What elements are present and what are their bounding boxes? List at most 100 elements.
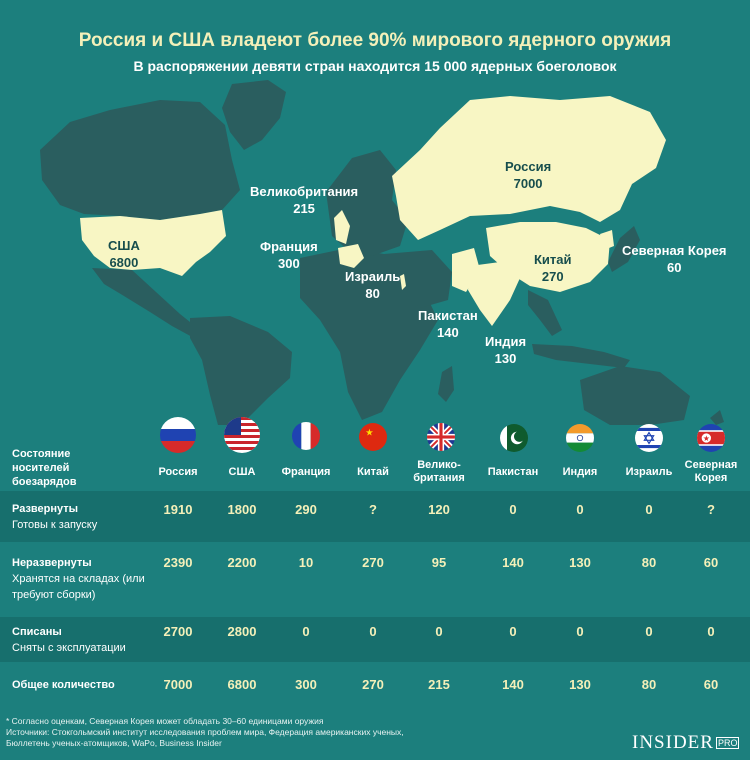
country-name-china: Китай (357, 466, 389, 478)
china-flag-icon: ★ (359, 423, 387, 451)
row-desc: Хранятся на складах (или требуют сборки) (12, 573, 145, 601)
cell-nondeployed-0: 2390 (163, 555, 193, 570)
row-header-total: Общее количество (12, 677, 115, 693)
row-header-nondeployed: Неразвернуты Хранятся на складах (или тре… (12, 555, 147, 603)
map-label-value: 270 (541, 269, 564, 284)
chart-title: Россия и США владеют более 90% мирового … (78, 30, 672, 51)
row-desc: Готовы к запуску (12, 519, 98, 531)
table-header-label: Состояние носителей боезарядов (12, 447, 92, 489)
china-shape (486, 222, 610, 292)
logo-badge: PRO (715, 737, 740, 749)
middle-east-shape (384, 250, 452, 308)
cell-total-2: 300 (295, 677, 317, 692)
france-shape (338, 244, 364, 268)
logo-text: INSIDER (632, 732, 714, 753)
cell-retired-8: 0 (707, 624, 715, 639)
usa-flag-icon (224, 417, 260, 453)
cell-retired-5: 0 (509, 624, 517, 639)
country-name-usa: США (228, 466, 256, 478)
canada-shape (40, 100, 240, 220)
cell-deployed-5: 0 (509, 502, 517, 517)
cell-total-7: 80 (641, 677, 657, 692)
cell-retired-0: 2700 (163, 624, 193, 639)
map-label-russia: Россия 7000 (505, 158, 551, 192)
footnote-line: Источники: Стокгольмский институт исслед… (6, 727, 404, 737)
map-label-uk: Великобритания 215 (250, 183, 358, 217)
north-korea-flag-icon: ★ (697, 424, 725, 452)
cell-deployed-0: 1910 (163, 502, 193, 517)
chart-subtitle: В распоряжении девяти стран находится 15… (133, 58, 617, 74)
cell-retired-2: 0 (302, 624, 310, 639)
uk-flag-icon (427, 423, 455, 451)
map-label-value: 300 (277, 256, 300, 271)
cell-deployed-8: ? (707, 502, 715, 517)
cell-nondeployed-5: 140 (502, 555, 524, 570)
cell-retired-1: 2800 (227, 624, 257, 639)
australia-shape (580, 366, 690, 425)
map-label-name: Великобритания (250, 184, 359, 199)
map-label-value: 80 (365, 286, 380, 301)
cell-total-4: 215 (428, 677, 450, 692)
row-band-deployed (0, 491, 750, 542)
row-title: Списаны (12, 626, 62, 638)
map-label-usa: США 6800 (108, 237, 140, 271)
footnote-line: * Согласно оценкам, Северная Корея может… (6, 716, 324, 726)
insider-logo: INSIDER PRO (632, 732, 740, 754)
cell-deployed-3: ? (369, 502, 377, 517)
map-label-north-korea: Северная Корея 60 (622, 242, 727, 276)
map-label-pakistan: Пакистан 140 (418, 307, 478, 341)
south-america-shape (190, 316, 292, 425)
map-label-france: Франция 300 (260, 238, 318, 272)
cell-nondeployed-7: 80 (641, 555, 657, 570)
cell-total-8: 60 (703, 677, 719, 692)
country-name-north-korea: Северная Корея (684, 459, 738, 484)
cell-nondeployed-4: 95 (431, 555, 447, 570)
row-band-retired (0, 617, 750, 662)
map-label-name: Северная Корея (622, 243, 727, 258)
map-label-india: Индия 130 (485, 333, 526, 367)
japan-shape (608, 226, 640, 272)
cell-nondeployed-2: 10 (298, 555, 314, 570)
table-header-text: Состояние носителей боезарядов (12, 448, 77, 488)
country-name-pakistan: Пакистан (487, 466, 539, 478)
france-flag-icon (292, 422, 320, 450)
country-name-russia: Россия (158, 466, 198, 478)
cell-deployed-1: 1800 (227, 502, 257, 517)
row-title: Общее количество (12, 679, 115, 691)
country-name-france: Франция (281, 466, 331, 478)
world-map (40, 80, 724, 425)
pakistan-flag-icon (500, 424, 528, 452)
russia-shape (392, 96, 666, 240)
map-label-value: 130 (494, 351, 517, 366)
map-label-name: США (108, 238, 140, 253)
mexico-shape (92, 268, 200, 338)
se-asia-shape (528, 290, 562, 336)
row-desc: Сняты с эксплуатации (12, 642, 126, 654)
cell-total-0: 7000 (163, 677, 193, 692)
usa-shape (80, 210, 226, 276)
cell-deployed-2: 290 (295, 502, 317, 517)
country-name-uk: Велико-британия (413, 459, 465, 484)
madagascar-shape (438, 366, 454, 402)
russia-flag-icon (160, 417, 196, 453)
cell-nondeployed-8: 60 (703, 555, 719, 570)
svg-text:★: ★ (365, 427, 373, 438)
row-title: Неразвернуты (12, 557, 92, 569)
cell-total-6: 130 (569, 677, 591, 692)
north-korea-shape (600, 230, 614, 250)
row-header-deployed: Развернуты Готовы к запуску (12, 501, 97, 533)
indonesia-shape (532, 344, 630, 368)
map-label-value: 140 (437, 325, 459, 340)
israel-flag-icon (635, 424, 663, 452)
map-label-name: Пакистан (418, 308, 478, 323)
cell-retired-7: 0 (645, 624, 653, 639)
israel-shape (400, 274, 406, 290)
map-label-name: Франция (260, 239, 318, 254)
india-flag-icon (566, 424, 594, 452)
row-title: Развернуты (12, 503, 79, 515)
map-label-china: Китай 270 (534, 251, 572, 285)
cell-nondeployed-6: 130 (569, 555, 591, 570)
country-name-israel: Израиль (625, 466, 673, 478)
cell-retired-3: 0 (369, 624, 377, 639)
india-shape (468, 262, 520, 326)
